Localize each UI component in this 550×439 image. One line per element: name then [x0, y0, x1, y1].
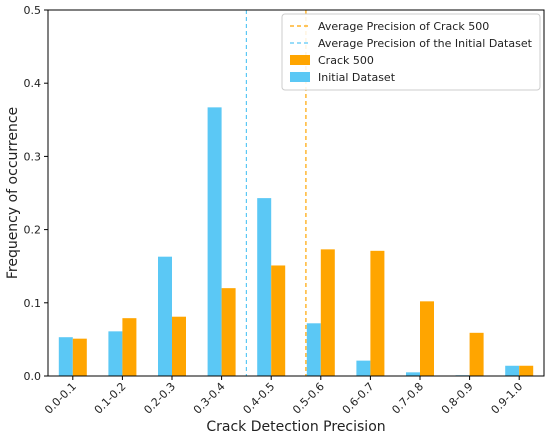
y-axis-label: Frequency of occurrence: [5, 107, 21, 279]
bar-crack-500-6: [370, 250, 385, 376]
bar-initial-dataset-6: [356, 360, 371, 376]
bar-crack-500-0: [72, 338, 87, 376]
y-axis: 0.0 0.1 0.2 0.3 0.4 0.5: [24, 4, 48, 383]
legend: Average Precision of Crack 500 Average Pr…: [281, 13, 541, 91]
y-tick-label: 0.0: [24, 370, 42, 383]
legend-swatch-patch: [290, 72, 310, 82]
bar-crack-500-1: [122, 318, 137, 376]
bar-initial-dataset-5: [306, 323, 321, 376]
bar-initial-dataset-4: [257, 198, 272, 376]
plot-frame: [47, 9, 545, 377]
y-tick-label: 0.1: [24, 297, 42, 310]
bar-crack-500-5: [320, 249, 335, 376]
y-tick-label: 0.5: [24, 4, 42, 17]
y-tick-label: 0.4: [24, 77, 42, 90]
y-tick-label: 0.2: [24, 224, 42, 237]
legend-swatch-patch: [290, 55, 310, 65]
x-tick-label: 0.0-0.1: [42, 380, 79, 417]
y-tick-label: 0.3: [24, 150, 42, 163]
x-axis: 0.0-0.1 0.1-0.2 0.2-0.3 0.3-0.4 0.4-0.5 0.5-0…: [42, 376, 525, 417]
bar-initial-dataset-9: [505, 365, 520, 376]
x-tick-label: 0.4-0.5: [241, 380, 278, 417]
bar-initial-dataset-1: [108, 331, 123, 376]
bar-crack-500-4: [271, 265, 286, 376]
x-tick-label: 0.8-0.9: [439, 380, 476, 417]
x-tick-label: 0.3-0.4: [191, 380, 228, 417]
bars-group: [58, 107, 534, 376]
bar-initial-dataset-2: [158, 256, 172, 376]
bar-initial-dataset-7: [406, 372, 420, 376]
bar-crack-500-7: [420, 301, 434, 376]
bar-crack-500-9: [519, 365, 534, 376]
bar-crack-500-2: [172, 316, 186, 376]
x-tick-label: 0.6-0.7: [340, 380, 377, 417]
x-tick-label: 0.1-0.2: [92, 380, 129, 417]
legend-label: Average Precision of the Initial Dataset: [318, 37, 533, 50]
x-axis-label: Crack Detection Precision: [206, 419, 385, 435]
legend-label: Crack 500: [318, 54, 374, 67]
legend-label: Initial Dataset: [318, 71, 396, 84]
reference-lines-group: [245, 10, 307, 376]
legend-label: Average Precision of Crack 500: [318, 20, 489, 33]
x-tick-label: 0.5-0.6: [290, 380, 327, 417]
x-tick-label: 0.7-0.8: [389, 380, 426, 417]
legend-frame: [281, 13, 541, 91]
bar-crack-500-8: [469, 332, 484, 376]
x-tick-label: 0.9-1.0: [489, 380, 526, 417]
bar-initial-dataset-0: [58, 337, 73, 376]
bar-crack-500-3: [221, 288, 236, 376]
x-tick-label: 0.2-0.3: [141, 380, 178, 417]
bar-initial-dataset-3: [207, 107, 222, 376]
